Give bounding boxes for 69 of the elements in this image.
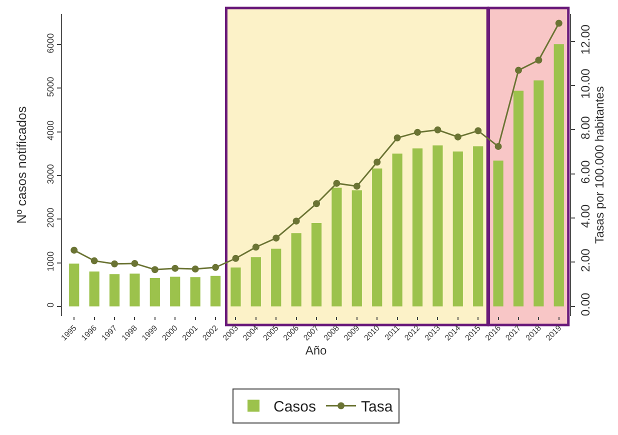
point (272, 234, 280, 242)
bar (412, 148, 423, 306)
bar (150, 278, 160, 306)
point (394, 134, 401, 142)
point (474, 127, 482, 134)
y-tick-label: 4000 (45, 120, 56, 140)
legend-label: Tasa (361, 398, 394, 416)
point (111, 260, 118, 268)
point (252, 244, 260, 251)
bar (190, 277, 200, 306)
point (454, 133, 462, 140)
y2-tick-label: 12.00 (578, 24, 592, 55)
point (192, 265, 199, 272)
bar (432, 145, 443, 306)
bar (130, 274, 140, 306)
y2-tick-label: 10.00 (578, 68, 592, 99)
bar (210, 276, 221, 306)
point (212, 264, 220, 271)
bar (69, 264, 80, 306)
bar (352, 190, 362, 306)
bar (271, 248, 282, 306)
bar (372, 168, 382, 306)
point (172, 264, 179, 272)
bar (513, 90, 524, 306)
y-tick-label: 0 (45, 302, 56, 308)
point (333, 180, 340, 187)
bar (332, 188, 342, 306)
point (514, 66, 522, 74)
y2-tick-label: 0.00 (578, 292, 592, 316)
y2-tick-label: 2.00 (578, 248, 592, 272)
bar (250, 257, 261, 306)
y-tick-label: 6000 (45, 33, 56, 54)
point (292, 218, 300, 225)
bar (291, 233, 302, 306)
point (353, 182, 360, 190)
bar (230, 268, 241, 306)
point (70, 246, 78, 254)
point (232, 254, 240, 262)
bar (473, 146, 484, 306)
point (434, 126, 442, 134)
point (151, 266, 158, 274)
bar (493, 160, 504, 306)
point (131, 260, 138, 267)
bar (534, 80, 544, 306)
point (494, 142, 502, 150)
bar (392, 154, 402, 306)
point (414, 128, 421, 136)
legend-label: Casos (274, 398, 316, 416)
point (374, 158, 381, 166)
x-axis-title: Año (305, 343, 327, 358)
point (90, 257, 98, 264)
y2-axis-title: Tasas por 100.000 habitantes (592, 86, 606, 244)
y-tick-label: 3000 (45, 164, 56, 184)
bar (89, 271, 100, 306)
y2-tick-label: 4.00 (578, 204, 592, 228)
y-tick-label: 2000 (45, 208, 56, 228)
y-tick-label: 1000 (45, 251, 56, 272)
y-axis-title: Nº casos notificados (14, 106, 29, 224)
y2-tick-label: 8.00 (578, 116, 592, 140)
point (313, 200, 320, 208)
bar (170, 276, 180, 306)
y-tick-label: 5000 (45, 76, 56, 97)
bar (554, 44, 564, 306)
point (555, 20, 562, 27)
bar (109, 274, 120, 306)
bar (311, 223, 322, 306)
point (535, 56, 542, 64)
bar (452, 151, 463, 306)
y2-tick-label: 6.00 (578, 160, 592, 184)
